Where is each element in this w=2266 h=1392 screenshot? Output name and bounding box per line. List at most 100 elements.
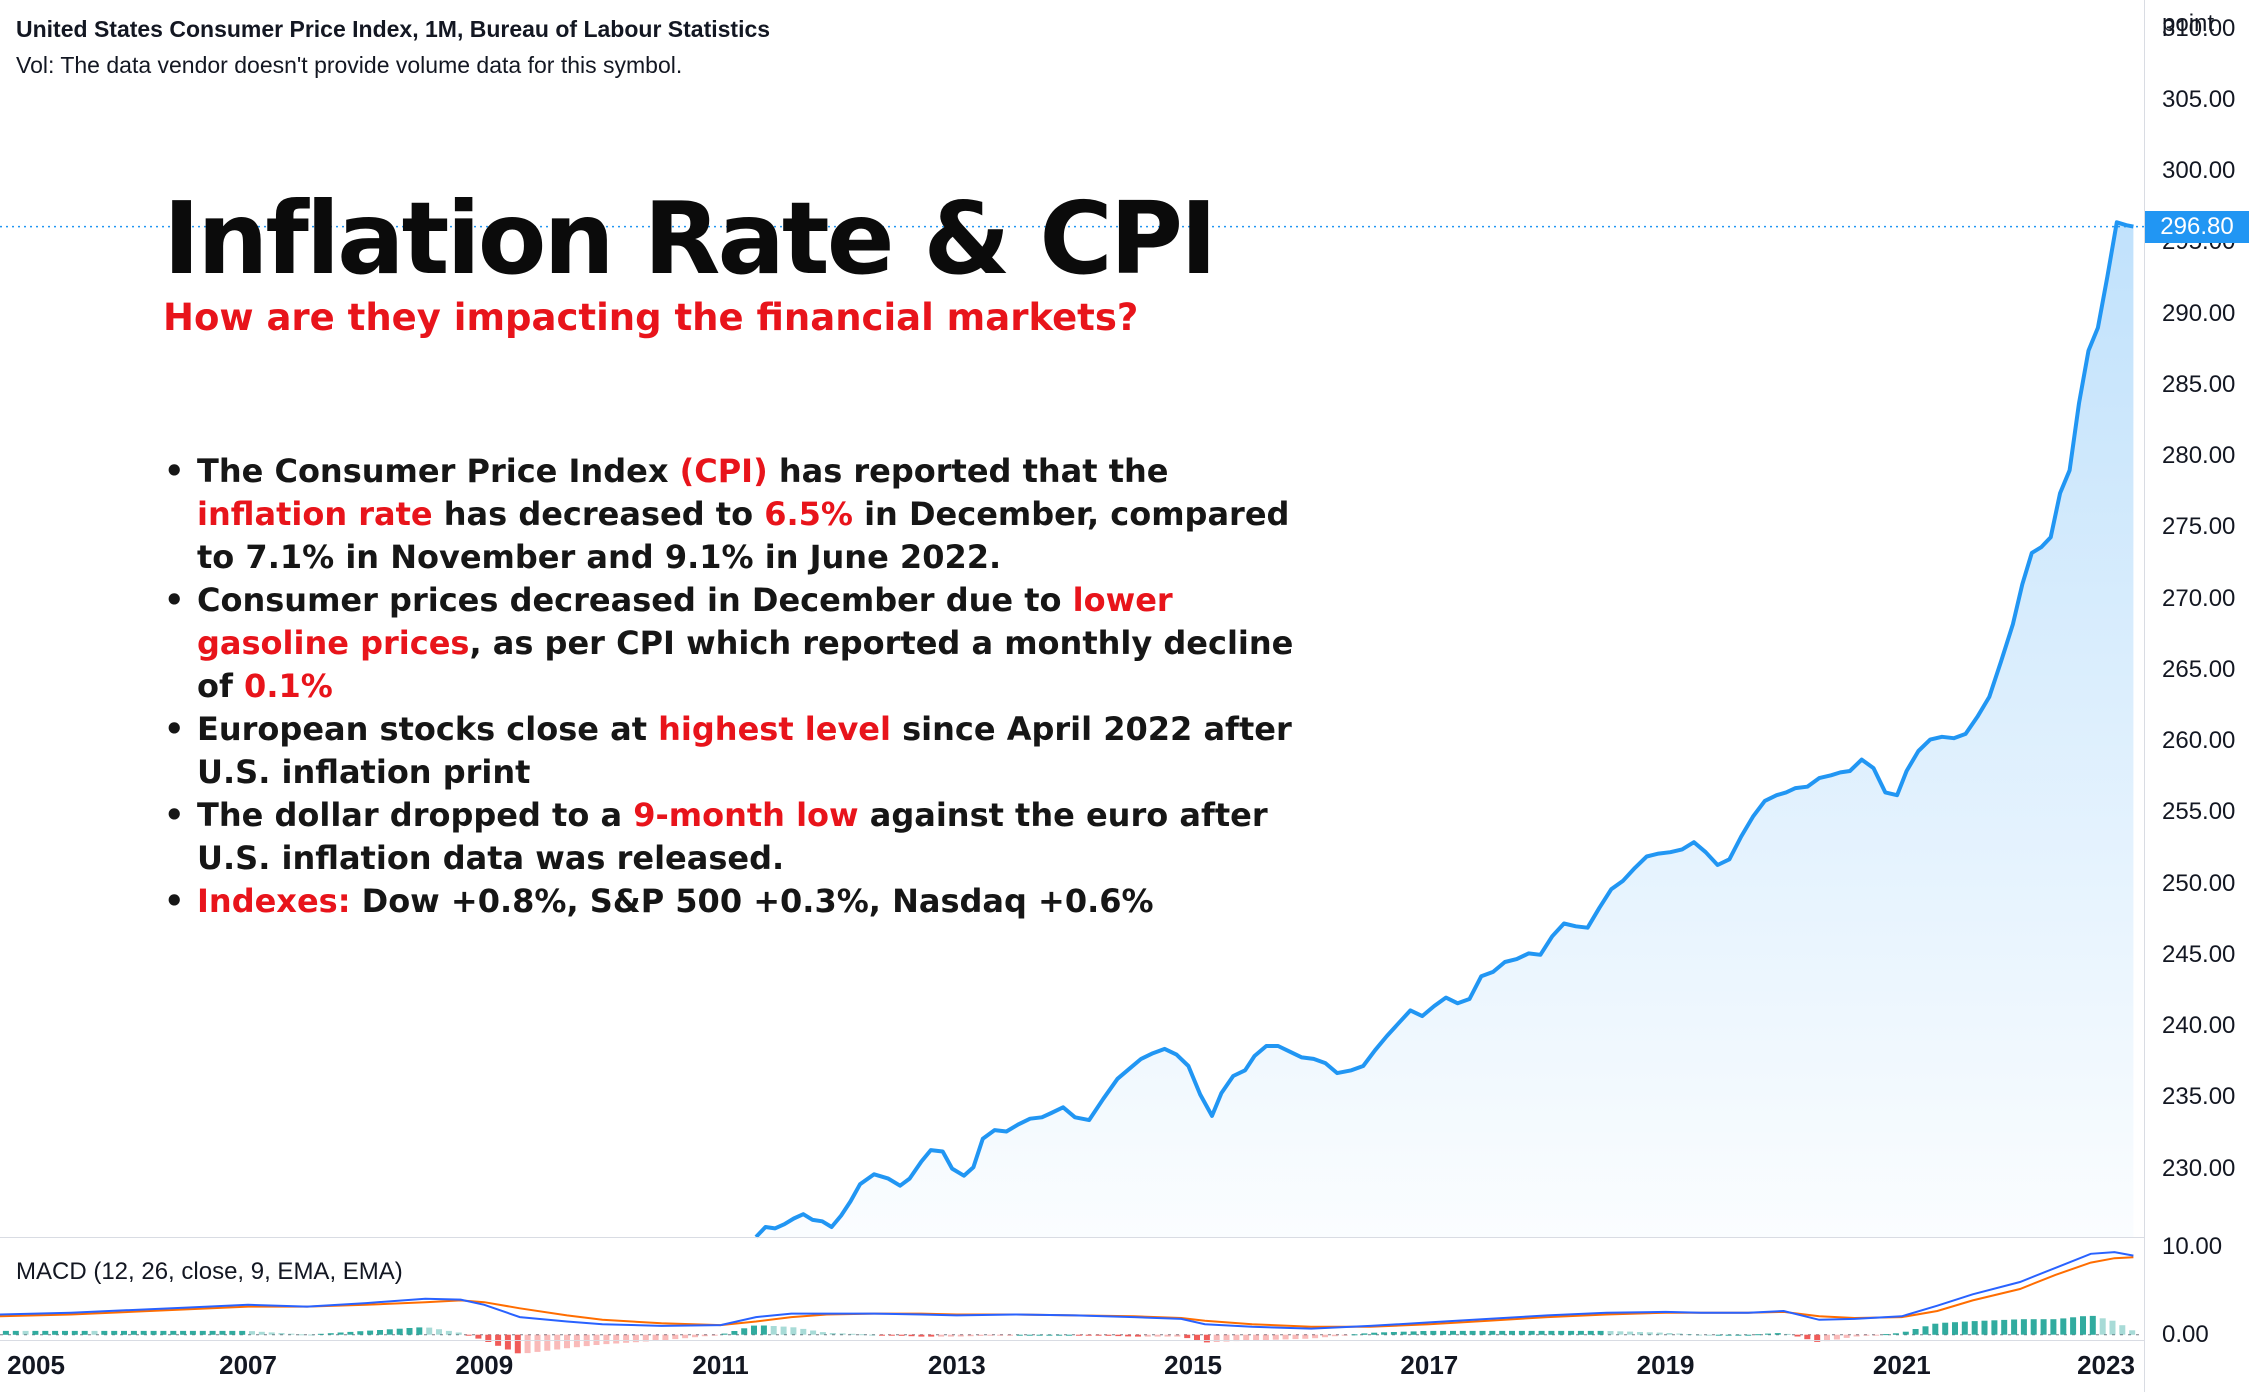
macd-histogram-bar — [1696, 1334, 1703, 1336]
macd-histogram-bar — [1272, 1334, 1279, 1340]
cpi-point — [1061, 1105, 1065, 1109]
cpi-point — [820, 1219, 824, 1223]
macd-histogram-bar — [1784, 1333, 1791, 1335]
macd-histogram-bar — [1912, 1329, 1919, 1335]
cpi-point — [2077, 401, 2081, 405]
cpi-point — [1456, 1001, 1460, 1005]
macd-histogram-bar — [1351, 1334, 1358, 1336]
cpi-point — [1775, 793, 1779, 797]
macd-histogram-bar — [662, 1334, 669, 1341]
macd-histogram-bar — [1203, 1334, 1210, 1343]
macd-histogram-bar — [1883, 1334, 1890, 1336]
macd-histogram-bar — [1971, 1321, 1978, 1335]
cpi-point — [962, 1174, 966, 1178]
cpi-point — [1716, 863, 1720, 867]
macd-histogram-bar — [1095, 1334, 1102, 1336]
macd-histogram-bar — [445, 1330, 452, 1335]
price-axis-tick: 285.00 — [2162, 370, 2236, 398]
pane-separator[interactable] — [0, 1237, 2144, 1238]
price-axis-tick: 280.00 — [2162, 442, 2236, 470]
macd-histogram-bar — [32, 1330, 39, 1335]
macd-histogram-bar — [1194, 1334, 1200, 1341]
macd-histogram-bar — [2020, 1319, 2027, 1335]
macd-histogram-bar — [1410, 1331, 1417, 1335]
cpi-point — [1940, 735, 1944, 739]
cpi-point — [1219, 1091, 1223, 1095]
price-axis-unit[interactable]: point — [2162, 10, 2215, 37]
cpi-point — [773, 1226, 777, 1230]
macd-histogram-bar — [721, 1333, 728, 1335]
macd-histogram-bar — [465, 1334, 472, 1336]
macd-histogram-bar — [819, 1332, 826, 1335]
price-axis-tick: 260.00 — [2162, 727, 2236, 755]
cpi-point — [1016, 1122, 1020, 1126]
cpi-point — [1288, 1050, 1292, 1054]
news-bullet: Indexes: Dow +0.8%, S&P 500 +0.3%, Nasda… — [160, 880, 1300, 923]
macd-histogram-bar — [1686, 1334, 1693, 1336]
macd-histogram-bar — [1617, 1331, 1624, 1335]
macd-histogram-bar — [564, 1334, 570, 1349]
cpi-point — [1243, 1068, 1247, 1072]
cpi-point — [1163, 1047, 1167, 1051]
macd-histogram-bar — [426, 1327, 433, 1335]
bullet-highlight: 9-month low — [633, 796, 859, 834]
macd-histogram-bar — [1262, 1334, 1269, 1341]
cpi-point — [1349, 1068, 1353, 1072]
cpi-point — [1952, 736, 1956, 740]
macd-histogram-bar — [770, 1326, 777, 1335]
macd-histogram-bar — [1705, 1334, 1712, 1336]
cpi-point — [1231, 1074, 1235, 1078]
bullet-text: , as per CPI which reported a monthly de… — [197, 624, 1294, 705]
cpi-point — [801, 1212, 805, 1216]
macd-histogram-bar — [22, 1330, 29, 1335]
macd-histogram-bar — [524, 1334, 531, 1354]
macd-histogram-bar — [810, 1330, 817, 1335]
cpi-point — [950, 1167, 954, 1171]
price-axis-tick: 240.00 — [2162, 1012, 2236, 1040]
macd-histogram-bar — [111, 1330, 118, 1335]
macd-histogram-bar — [869, 1334, 876, 1336]
macd-histogram-bar — [150, 1330, 157, 1335]
cpi-point — [1751, 815, 1755, 819]
cpi-point — [1829, 773, 1833, 777]
macd-histogram-bar — [101, 1330, 108, 1335]
macd-histogram-bar — [1735, 1334, 1742, 1336]
macd-histogram-bar — [121, 1330, 127, 1335]
macd-histogram-bar — [751, 1325, 757, 1335]
macd-histogram-bar — [2030, 1319, 2037, 1335]
macd-histogram-bar — [298, 1334, 305, 1336]
macd-indicator-label[interactable]: MACD (12, 26, close, 9, EMA, EMA) — [16, 1258, 403, 1285]
cpi-point — [792, 1217, 796, 1221]
time-axis-tick: 2009 — [455, 1350, 514, 1380]
cpi-point — [1817, 776, 1821, 780]
macd-histogram-bar — [1243, 1334, 1250, 1341]
cpi-point — [2131, 225, 2135, 229]
cpi-point — [1028, 1117, 1032, 1121]
cpi-point — [1210, 1114, 1214, 1118]
macd-histogram-bar — [308, 1334, 315, 1336]
macd-histogram-bar — [652, 1334, 659, 1341]
bullet-text: since April 2022 after U.S. inflation pr… — [197, 710, 1292, 791]
macd-histogram-bar — [367, 1330, 374, 1335]
macd-histogram-bar — [1046, 1334, 1053, 1336]
time-axis-tick: 2021 — [1872, 1350, 1931, 1380]
cpi-point — [1838, 770, 1842, 774]
cpi-point — [1004, 1130, 1008, 1134]
macd-histogram-bar — [1942, 1322, 1949, 1335]
cpi-point — [1633, 866, 1637, 870]
cpi-point — [1175, 1053, 1179, 1057]
cpi-point — [858, 1182, 862, 1186]
macd-histogram-bar — [1991, 1320, 1998, 1335]
macd-histogram-bar — [71, 1330, 78, 1335]
time-axis-tick: 2007 — [219, 1350, 277, 1380]
macd-histogram-bar — [603, 1334, 610, 1345]
cpi-point — [1928, 738, 1932, 742]
macd-histogram-bar — [1440, 1330, 1447, 1335]
bullet-text: The Consumer Price Index — [197, 452, 680, 490]
cpi-point — [1385, 1034, 1389, 1038]
macd-histogram-bar — [593, 1334, 600, 1345]
bullet-highlight: highest level — [658, 710, 891, 748]
macd-histogram-bar — [1085, 1334, 1092, 1336]
overlay-title: Inflation Rate & CPI — [163, 180, 1217, 297]
